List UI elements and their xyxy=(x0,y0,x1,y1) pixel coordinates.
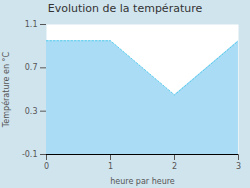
svg-text:-0.1: -0.1 xyxy=(22,150,38,159)
svg-text:1: 1 xyxy=(108,162,113,171)
html-text:Evolution de la température: Evolution de la température xyxy=(47,2,203,15)
svg-text:Température en °C: Température en °C xyxy=(1,51,11,128)
svg-text:0.3: 0.3 xyxy=(25,107,38,116)
svg-text:heure par heure: heure par heure xyxy=(110,177,175,186)
svg-text:1.1: 1.1 xyxy=(25,20,38,29)
svg-text:3: 3 xyxy=(236,162,241,171)
svg-text:2: 2 xyxy=(172,162,177,171)
svg-text:0: 0 xyxy=(44,162,49,171)
svg-text:0.7: 0.7 xyxy=(25,63,38,72)
